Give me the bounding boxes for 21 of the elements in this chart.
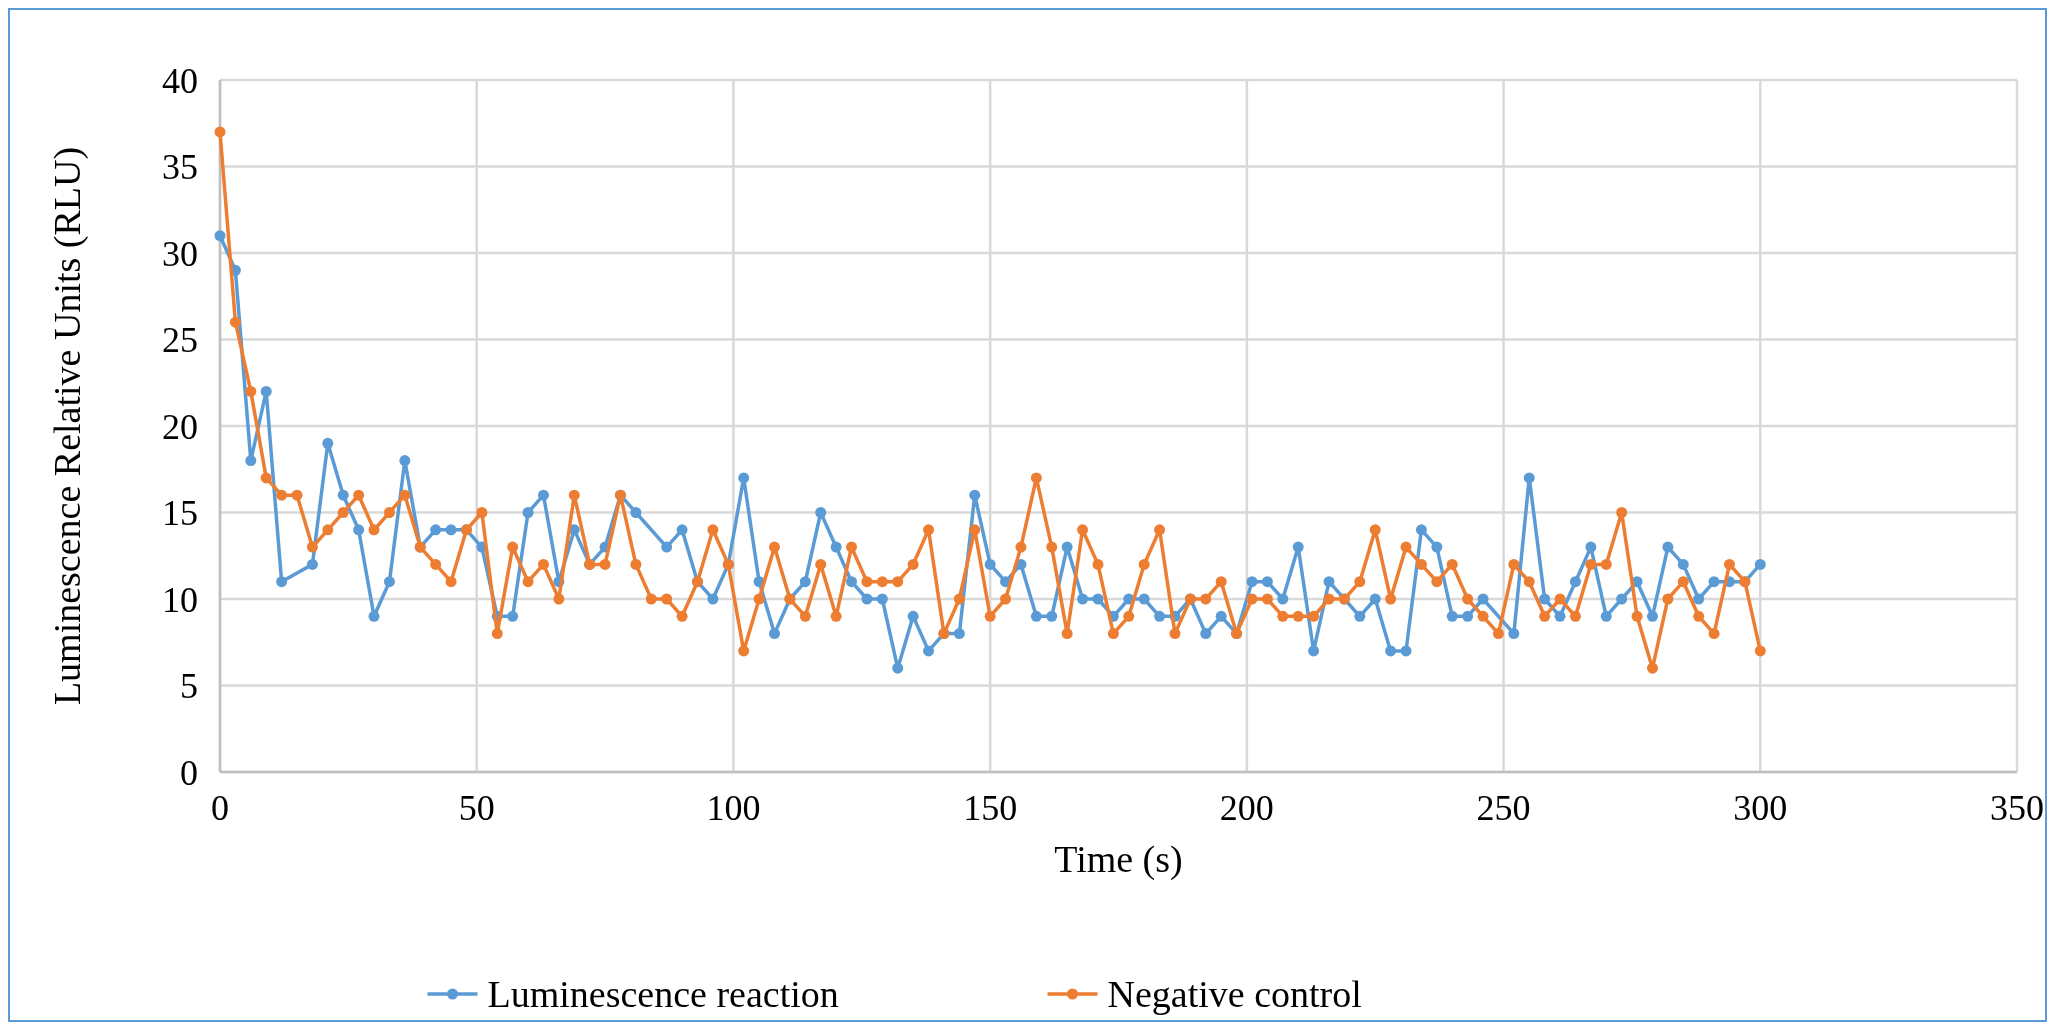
x-tick-label: 300: [1733, 788, 1788, 828]
x-tick-label: 200: [1219, 788, 1274, 828]
legend-label: Negative control: [1107, 973, 1362, 1016]
x-tick-label: 250: [1476, 788, 1531, 828]
y-tick-label: 10: [162, 579, 198, 620]
x-tick-label: 350: [1990, 788, 2044, 828]
legend-label: Luminescence reaction: [487, 973, 839, 1016]
x-tick-label: 150: [963, 788, 1018, 828]
y-tick-label: 35: [162, 147, 198, 188]
x-tick-label: 100: [706, 788, 761, 828]
y-tick-label: 5: [180, 666, 198, 707]
x-tick-label: 50: [458, 788, 495, 828]
y-tick-label: 15: [162, 493, 198, 534]
x-axis-title: Time (s): [1054, 838, 1183, 881]
y-axis-title: Luminescence Relative Units (RLU): [46, 146, 89, 706]
y-tick-label: 20: [162, 406, 198, 447]
y-tick-label: 40: [162, 60, 198, 101]
y-tick-label: 0: [180, 752, 198, 793]
y-tick-label: 25: [162, 320, 198, 361]
y-tick-label: 30: [162, 233, 198, 274]
x-tick-label: 0: [211, 788, 229, 828]
